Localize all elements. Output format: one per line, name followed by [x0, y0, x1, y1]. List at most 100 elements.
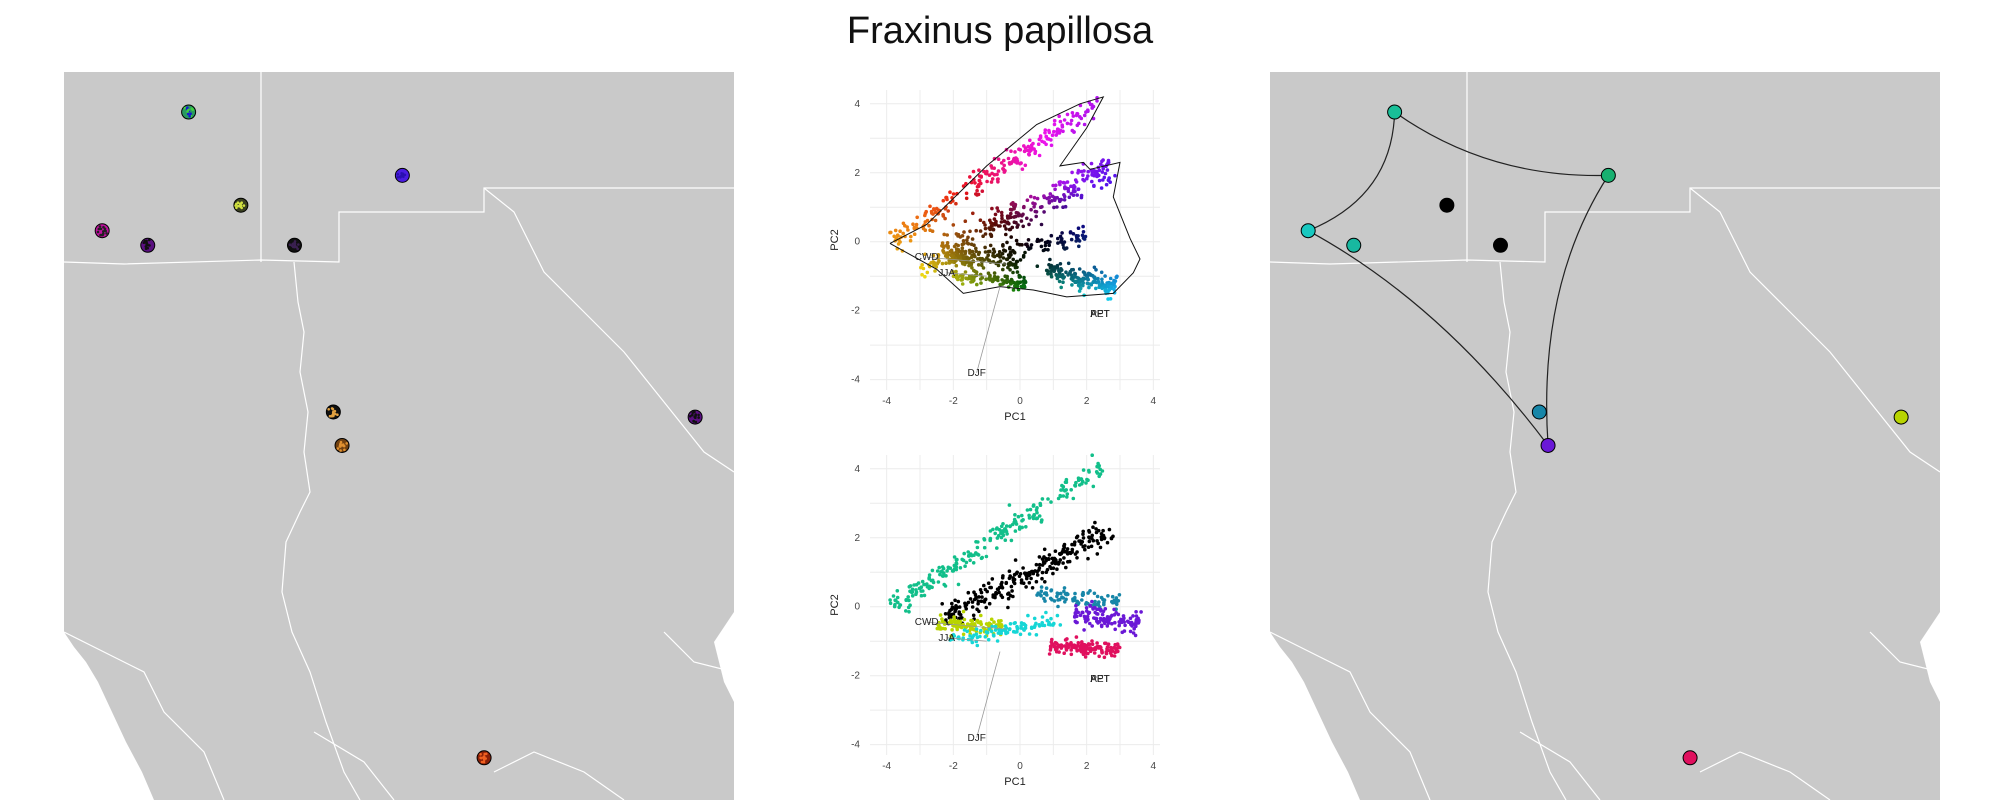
pc-point [1100, 159, 1104, 164]
pc-point [1111, 600, 1115, 605]
pc-point [928, 204, 932, 209]
pc-point [1052, 205, 1056, 210]
pc-point [1013, 558, 1018, 562]
site-point-speckle [400, 172, 404, 176]
pc-point [967, 260, 971, 265]
pc-point [939, 570, 943, 574]
pc-point [888, 598, 892, 602]
pc-point [1082, 237, 1087, 241]
pc-point [1039, 585, 1044, 589]
pc-point [964, 560, 969, 565]
pc-point [1058, 119, 1063, 124]
annotation-label: AET [1090, 309, 1109, 320]
pc-point [956, 254, 960, 258]
scatter-points [888, 453, 1143, 660]
pc-point [957, 249, 962, 254]
site-point-speckle [97, 227, 101, 231]
pc-point [1056, 241, 1060, 245]
pc-point [957, 605, 962, 609]
pc-point [1103, 288, 1107, 293]
pc-point [985, 179, 989, 184]
pc-point [1027, 153, 1031, 157]
pc-point [897, 605, 901, 610]
pc-point [1102, 602, 1106, 607]
pc-point [1049, 500, 1053, 504]
pc-point [1081, 592, 1085, 597]
pc-point [940, 574, 945, 578]
pc-point [947, 620, 952, 625]
pc-point [1005, 220, 1010, 224]
pc-point [1096, 528, 1101, 533]
pc-point [1109, 536, 1114, 541]
pc-point [1104, 650, 1109, 654]
pc-point [980, 276, 985, 280]
map-land [64, 72, 734, 800]
pc-point [1035, 264, 1040, 268]
pc-point [974, 228, 978, 233]
pc-point [927, 577, 931, 581]
pc-point [1001, 256, 1006, 260]
pc-point [1069, 122, 1073, 126]
pc-point [1003, 249, 1008, 253]
pc-point [1032, 195, 1037, 200]
pc-point [1112, 278, 1116, 283]
pc-point [1049, 640, 1054, 644]
pc-point [1021, 581, 1026, 585]
x-tick-label: 4 [1151, 761, 1157, 772]
pc-point [964, 191, 969, 196]
pc-point [1103, 621, 1107, 626]
pc-point [993, 594, 997, 598]
pc-point [1079, 195, 1084, 200]
pc-point [1103, 171, 1108, 176]
pc-point [889, 230, 893, 235]
pc-point [1106, 160, 1111, 165]
pc-point [1090, 106, 1094, 110]
pc-point [964, 181, 968, 186]
pc-point [971, 561, 976, 565]
environmental-hull-outline [889, 96, 1141, 298]
site-point-speckle [330, 407, 334, 410]
pc-point [1085, 176, 1089, 181]
pc-point [1083, 655, 1088, 659]
pc-point [1068, 271, 1072, 275]
site-point-speckle [339, 442, 342, 446]
pc-point [936, 208, 941, 212]
pc-point [1000, 586, 1005, 590]
pc-point [1074, 480, 1078, 485]
pc-point [1063, 480, 1068, 484]
pc-point [1099, 624, 1104, 629]
pc-point [1034, 214, 1038, 219]
pc-point [1113, 642, 1117, 647]
pc-point [1053, 640, 1058, 645]
pc-point [987, 601, 992, 606]
pc-point [971, 613, 976, 618]
pc-point [1086, 556, 1090, 561]
pc-point [1001, 529, 1005, 534]
pc-point [1062, 545, 1067, 550]
pc-point [1049, 263, 1054, 268]
pc-point [1086, 545, 1091, 549]
pc-point [1088, 646, 1093, 651]
pc-point [968, 229, 972, 234]
pc-point [940, 241, 945, 245]
pc-point [1098, 283, 1103, 287]
pc-point [916, 581, 921, 585]
pc-point [975, 643, 980, 648]
pc-point [947, 611, 951, 615]
pc-point [972, 597, 977, 602]
site-point-speckle [240, 206, 243, 210]
pc-point [1080, 278, 1085, 282]
pc-point [1046, 497, 1050, 501]
pc-point [1052, 621, 1056, 626]
site-point-speckle [144, 247, 148, 250]
pc-point [979, 175, 983, 179]
pc-point [1029, 243, 1034, 247]
map-boundary [1487, 261, 1567, 800]
pc-point [936, 260, 941, 264]
pc-point [1018, 242, 1022, 247]
pc-point [1094, 268, 1098, 272]
pc-point [1075, 556, 1079, 560]
pc-point [1089, 282, 1094, 287]
pc-point [1052, 560, 1056, 564]
pc-point [1047, 130, 1052, 135]
